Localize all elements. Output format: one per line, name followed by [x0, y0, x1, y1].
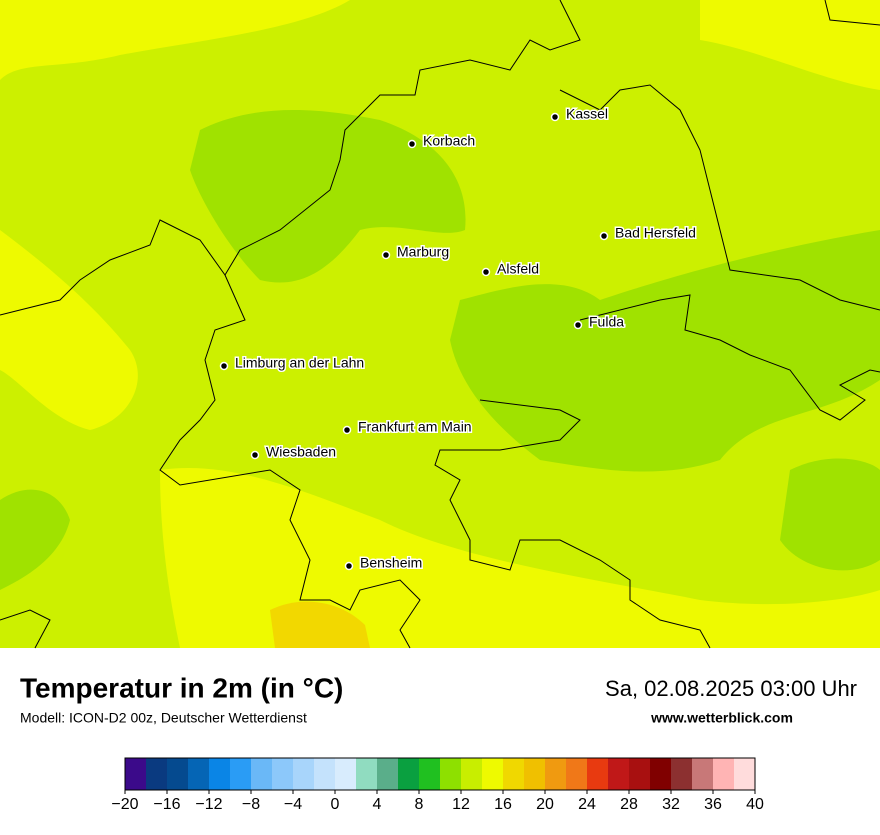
colorbar-tick-label: 4 — [373, 796, 382, 813]
colorbar-cell — [482, 758, 504, 790]
city-label: Alsfeld — [497, 261, 539, 277]
colorbar-cell — [335, 758, 357, 790]
border — [559, 84, 880, 311]
city-dot — [250, 450, 260, 460]
colorbar-tick-label: 32 — [662, 796, 680, 813]
border — [434, 399, 711, 649]
city-dot — [481, 267, 491, 277]
colorbar-cell — [293, 758, 315, 790]
colorbar-tick-label: −8 — [242, 796, 260, 813]
border — [579, 294, 880, 421]
colorbar-tick-label: −20 — [111, 796, 138, 813]
colorbar-cell — [209, 758, 231, 790]
colorbar-cell — [419, 758, 441, 790]
colorbar-tick-label: 36 — [704, 796, 722, 813]
city-dot — [219, 361, 229, 371]
colorbar-cell — [608, 758, 630, 790]
warm-area — [700, 0, 880, 90]
border — [0, 609, 51, 649]
city-label: Bensheim — [360, 555, 422, 571]
colorbar-tick-label: 24 — [578, 796, 596, 813]
colorbar-cell — [230, 758, 252, 790]
colorbar-cell — [440, 758, 462, 790]
warm-area — [160, 468, 880, 648]
map: Kassel Korbach Bad Hersfeld Marburg Alsfeld F… — [0, 0, 880, 649]
city-label: Kassel — [566, 106, 608, 122]
colorbar-cell — [524, 758, 546, 790]
colorbar-tick-label: 16 — [494, 796, 512, 813]
colorbar-tick-label: −4 — [284, 796, 302, 813]
cool-area — [0, 489, 70, 590]
warm-area — [0, 230, 138, 430]
city-dot — [550, 112, 560, 122]
colorbar-cell — [398, 758, 420, 790]
city-dot — [342, 425, 352, 435]
colorbar-cell — [650, 758, 672, 790]
colorbar-tick-label: −12 — [195, 796, 222, 813]
colorbar-cell — [188, 758, 210, 790]
colorbar-cell — [167, 758, 189, 790]
city-label: Limburg an der Lahn — [235, 355, 364, 371]
colorbar-frame — [124, 757, 756, 791]
colorbar-tick-label: 40 — [746, 796, 764, 813]
city-dot — [573, 320, 583, 330]
city-dot — [407, 139, 417, 149]
warm-area — [0, 0, 350, 80]
city-dot — [599, 231, 609, 241]
colorbar-cell — [251, 758, 273, 790]
hot-area — [270, 601, 370, 648]
colorbar-cell — [503, 758, 525, 790]
colorbar-cell — [629, 758, 651, 790]
colorbar-tick-label: 28 — [620, 796, 638, 813]
cool-area — [190, 110, 466, 283]
city-label: Frankfurt am Main — [358, 419, 472, 435]
colorbar: −20 −16 −12 −8 −4 0 4 8 12 16 20 24 28 32 36 40 — [111, 757, 764, 813]
city-label: Fulda — [589, 314, 624, 330]
colorbar-cell — [566, 758, 588, 790]
city-label: Bad Hersfeld — [615, 225, 696, 241]
city-label: Marburg — [397, 244, 449, 260]
colorbar-cell — [356, 758, 378, 790]
colorbar-tick-label: −16 — [153, 796, 180, 813]
website: www.wetterblick.com — [650, 710, 793, 726]
colorbar-tick-label: 0 — [331, 796, 340, 813]
city-dot — [344, 561, 354, 571]
city-dot — [381, 250, 391, 260]
cool-area — [450, 230, 880, 472]
colorbar-cell — [272, 758, 294, 790]
colorbar-tick-label: 12 — [452, 796, 470, 813]
city-label: Wiesbaden — [266, 444, 336, 460]
colorbar-cell — [314, 758, 336, 790]
colorbar-cell — [461, 758, 483, 790]
colorbar-tick-label: 8 — [415, 796, 424, 813]
colorbar-cell — [587, 758, 609, 790]
colorbar-cell — [713, 758, 735, 790]
cool-area — [780, 458, 880, 571]
colorbar-cell — [377, 758, 399, 790]
colorbar-tick-label: 20 — [536, 796, 554, 813]
date: Sa, 02.08.2025 03:00 Uhr — [605, 676, 857, 701]
border — [824, 0, 880, 26]
colorbar-cell — [671, 758, 693, 790]
border — [159, 274, 421, 649]
colorbar-cell — [146, 758, 168, 790]
colorbar-cell — [125, 758, 147, 790]
border — [0, 0, 581, 316]
title: Temperatur in 2m (in °C) — [20, 672, 343, 703]
subtitle: Modell: ICON-D2 00z, Deutscher Wetterdie… — [20, 710, 307, 726]
colorbar-cell — [734, 758, 756, 790]
city-label: Korbach — [423, 133, 475, 149]
colorbar-cell — [692, 758, 714, 790]
colorbar-cell — [545, 758, 567, 790]
